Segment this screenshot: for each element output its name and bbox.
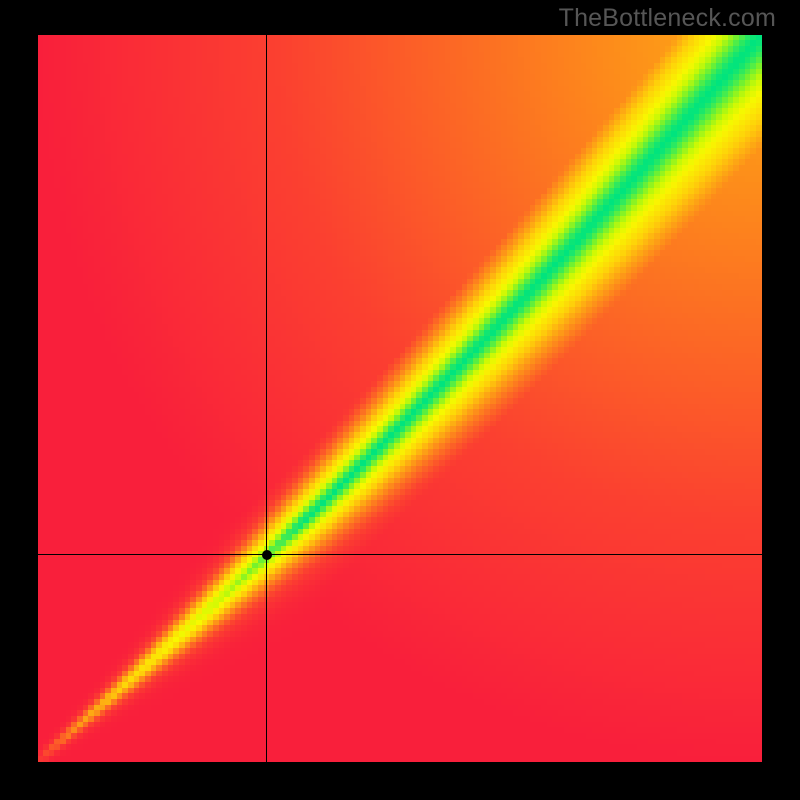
selection-marker-dot	[262, 550, 272, 560]
bottleneck-heatmap	[38, 35, 762, 762]
chart-container: TheBottleneck.com	[0, 0, 800, 800]
watermark-text: TheBottleneck.com	[559, 4, 776, 33]
